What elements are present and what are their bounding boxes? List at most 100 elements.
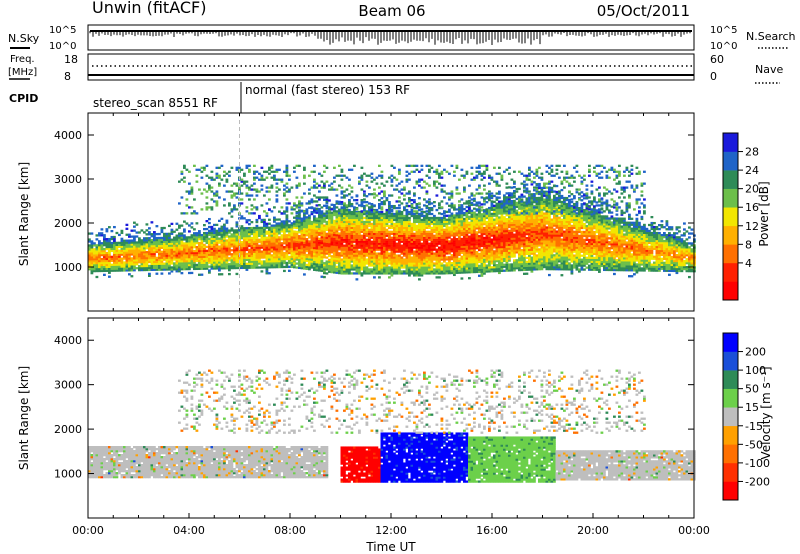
power-cell bbox=[450, 164, 454, 167]
power-cell bbox=[325, 238, 329, 241]
power-cell bbox=[265, 238, 269, 241]
power-cell bbox=[425, 242, 429, 245]
power-cell bbox=[358, 252, 361, 255]
power-cell bbox=[465, 261, 469, 264]
power-cell bbox=[273, 238, 276, 241]
power-cell bbox=[280, 248, 284, 251]
power-cell bbox=[248, 168, 251, 171]
power-cell bbox=[475, 266, 479, 270]
power-cell bbox=[435, 194, 439, 197]
power-cell bbox=[135, 247, 139, 250]
power-cell bbox=[455, 239, 459, 243]
power-cell bbox=[478, 256, 481, 260]
power-cell bbox=[438, 238, 441, 241]
power-cell bbox=[375, 246, 379, 249]
power-cell bbox=[368, 236, 371, 239]
power-cell bbox=[413, 234, 416, 237]
power-cell bbox=[398, 216, 401, 220]
power-cell bbox=[115, 231, 119, 235]
power-cell bbox=[240, 258, 244, 262]
power-cell bbox=[398, 272, 401, 275]
power-cell bbox=[345, 238, 349, 241]
power-cell bbox=[463, 202, 466, 205]
power-cell bbox=[470, 211, 474, 214]
power-cell bbox=[228, 190, 231, 193]
power-cell bbox=[90, 260, 94, 263]
power-cell bbox=[418, 260, 421, 263]
power-cell bbox=[233, 239, 236, 242]
power-cell bbox=[418, 264, 421, 267]
power-cell bbox=[475, 215, 479, 218]
power-cell bbox=[480, 238, 484, 242]
power-cell bbox=[115, 241, 119, 245]
power-cell bbox=[208, 265, 211, 268]
power-cell bbox=[383, 234, 386, 237]
power-cell bbox=[473, 231, 476, 234]
power-cell bbox=[93, 252, 96, 255]
power-cell bbox=[140, 249, 144, 252]
power-cell bbox=[225, 241, 229, 244]
power-cell bbox=[338, 202, 341, 205]
power-cell bbox=[113, 245, 116, 249]
power-cell bbox=[410, 214, 414, 218]
power-cell bbox=[233, 182, 236, 185]
power-cell bbox=[108, 271, 111, 274]
power-cell bbox=[300, 219, 304, 222]
power-cell bbox=[423, 234, 426, 237]
power-cell bbox=[238, 256, 241, 260]
power-cell bbox=[120, 245, 124, 248]
power-cell bbox=[298, 256, 301, 260]
power-cell bbox=[475, 166, 479, 169]
power-cell bbox=[458, 233, 461, 237]
power-cell bbox=[218, 273, 221, 276]
power-cell bbox=[350, 226, 354, 230]
power-cell bbox=[398, 228, 401, 231]
power-cell bbox=[445, 268, 449, 271]
power-cell bbox=[153, 248, 156, 252]
power-cell bbox=[248, 266, 251, 269]
power-cell bbox=[405, 216, 409, 220]
power-cell bbox=[165, 252, 169, 255]
power-cell bbox=[453, 273, 456, 277]
power-cell bbox=[353, 212, 356, 216]
power-cell bbox=[228, 174, 231, 177]
power-cell bbox=[118, 261, 121, 264]
power-cell bbox=[253, 236, 256, 240]
power-cell bbox=[380, 197, 384, 200]
power-cell bbox=[460, 257, 464, 260]
power-cell bbox=[248, 260, 251, 263]
power-cell bbox=[405, 226, 409, 230]
power-cell bbox=[190, 263, 194, 267]
power-cell bbox=[203, 166, 206, 169]
power-cell bbox=[420, 186, 424, 189]
power-cell bbox=[405, 218, 409, 222]
power-cell bbox=[410, 244, 414, 247]
power-cell bbox=[140, 264, 144, 268]
power-cell bbox=[323, 262, 326, 265]
power-cell bbox=[405, 246, 409, 249]
power-cell bbox=[300, 221, 304, 224]
power-cell bbox=[275, 236, 279, 239]
power-cell bbox=[243, 238, 246, 242]
power-cell bbox=[250, 260, 254, 263]
power-cell bbox=[143, 266, 146, 270]
power-cell bbox=[270, 234, 274, 237]
power-cell bbox=[408, 190, 411, 193]
power-cell bbox=[420, 250, 424, 253]
power-cell bbox=[425, 272, 429, 275]
power-cell bbox=[468, 223, 471, 226]
power-cell bbox=[298, 164, 301, 167]
power-cell bbox=[400, 244, 404, 247]
power-cell bbox=[235, 258, 239, 262]
power-cell bbox=[248, 219, 251, 222]
power-cell bbox=[218, 227, 221, 230]
power-cell bbox=[413, 262, 416, 265]
power-cell bbox=[320, 247, 324, 251]
power-cell bbox=[368, 220, 371, 224]
power-cell bbox=[173, 242, 176, 245]
nave-tick-high: 60 bbox=[710, 53, 724, 66]
power-cell bbox=[88, 238, 91, 241]
power-cell bbox=[358, 220, 361, 224]
power-cell bbox=[453, 246, 456, 249]
power-cell bbox=[325, 226, 329, 230]
